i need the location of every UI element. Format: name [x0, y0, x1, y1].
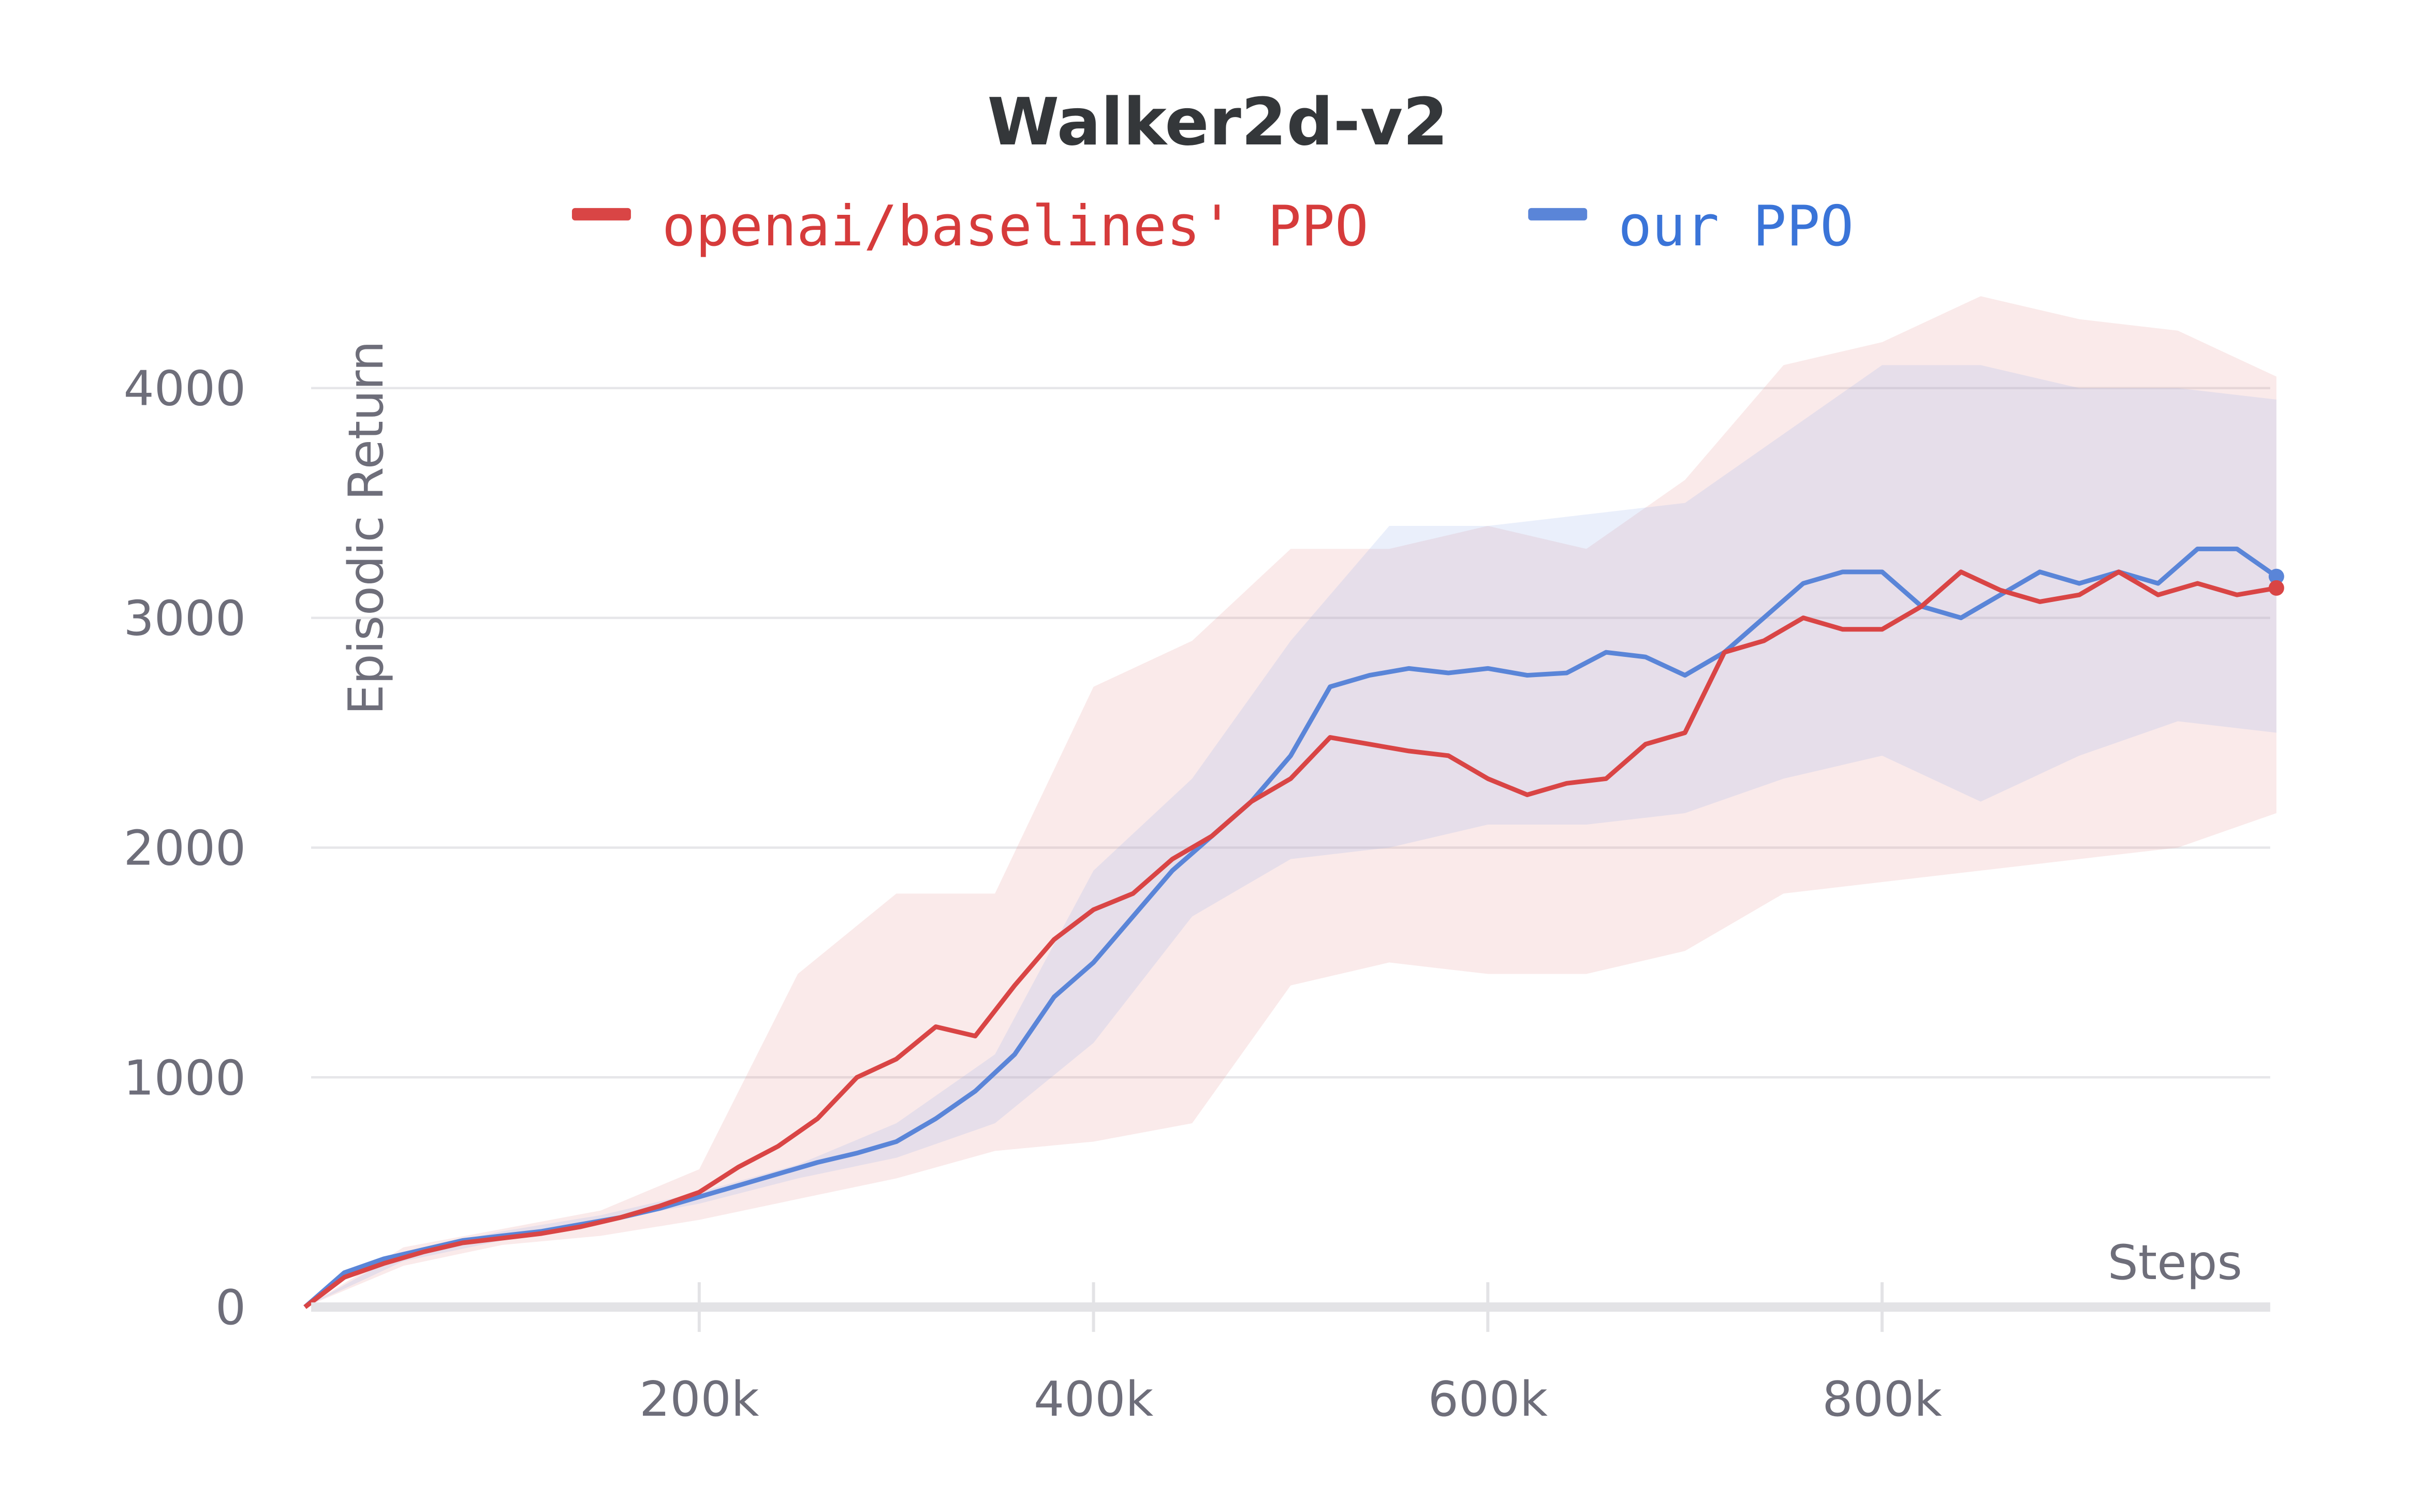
x-tick-label: 200k	[639, 1371, 759, 1427]
legend-swatch-baselines	[571, 208, 631, 221]
y-tick-label: 0	[215, 1280, 246, 1335]
legend-label-baselines[interactable]: openai/baselines' PPO	[662, 194, 1369, 259]
x-tick-label: 800k	[1822, 1371, 1942, 1427]
legend: openai/baselines' PPO our PPO	[571, 194, 1854, 259]
y-tick-label: 3000	[124, 591, 246, 647]
endpoint-our-ppo	[2268, 568, 2284, 584]
confidence-bands	[305, 296, 2277, 1308]
y-axis-label: Episodic Return	[338, 341, 394, 715]
axes: 0 1000 2000 3000 4000 200k 400k 600k 800k	[124, 361, 2270, 1427]
endpoint-baselines	[2268, 580, 2284, 596]
chart-title: Walker2d-v2	[987, 84, 1448, 160]
band-baselines	[305, 296, 2277, 1308]
y-tick-label: 4000	[124, 361, 246, 417]
x-tick-label: 400k	[1034, 1371, 1153, 1427]
legend-swatch-our-ppo	[1528, 208, 1588, 221]
line-baselines	[303, 569, 2277, 1309]
legend-label-our-ppo[interactable]: our PPO	[1618, 194, 1854, 259]
y-tick-label: 1000	[124, 1050, 246, 1106]
series-lines	[303, 546, 2284, 1309]
x-tick-label: 600k	[1428, 1371, 1548, 1427]
gridlines	[311, 387, 2270, 1079]
y-tick-label: 2000	[124, 820, 246, 876]
x-axis-label: Steps	[2108, 1235, 2242, 1290]
